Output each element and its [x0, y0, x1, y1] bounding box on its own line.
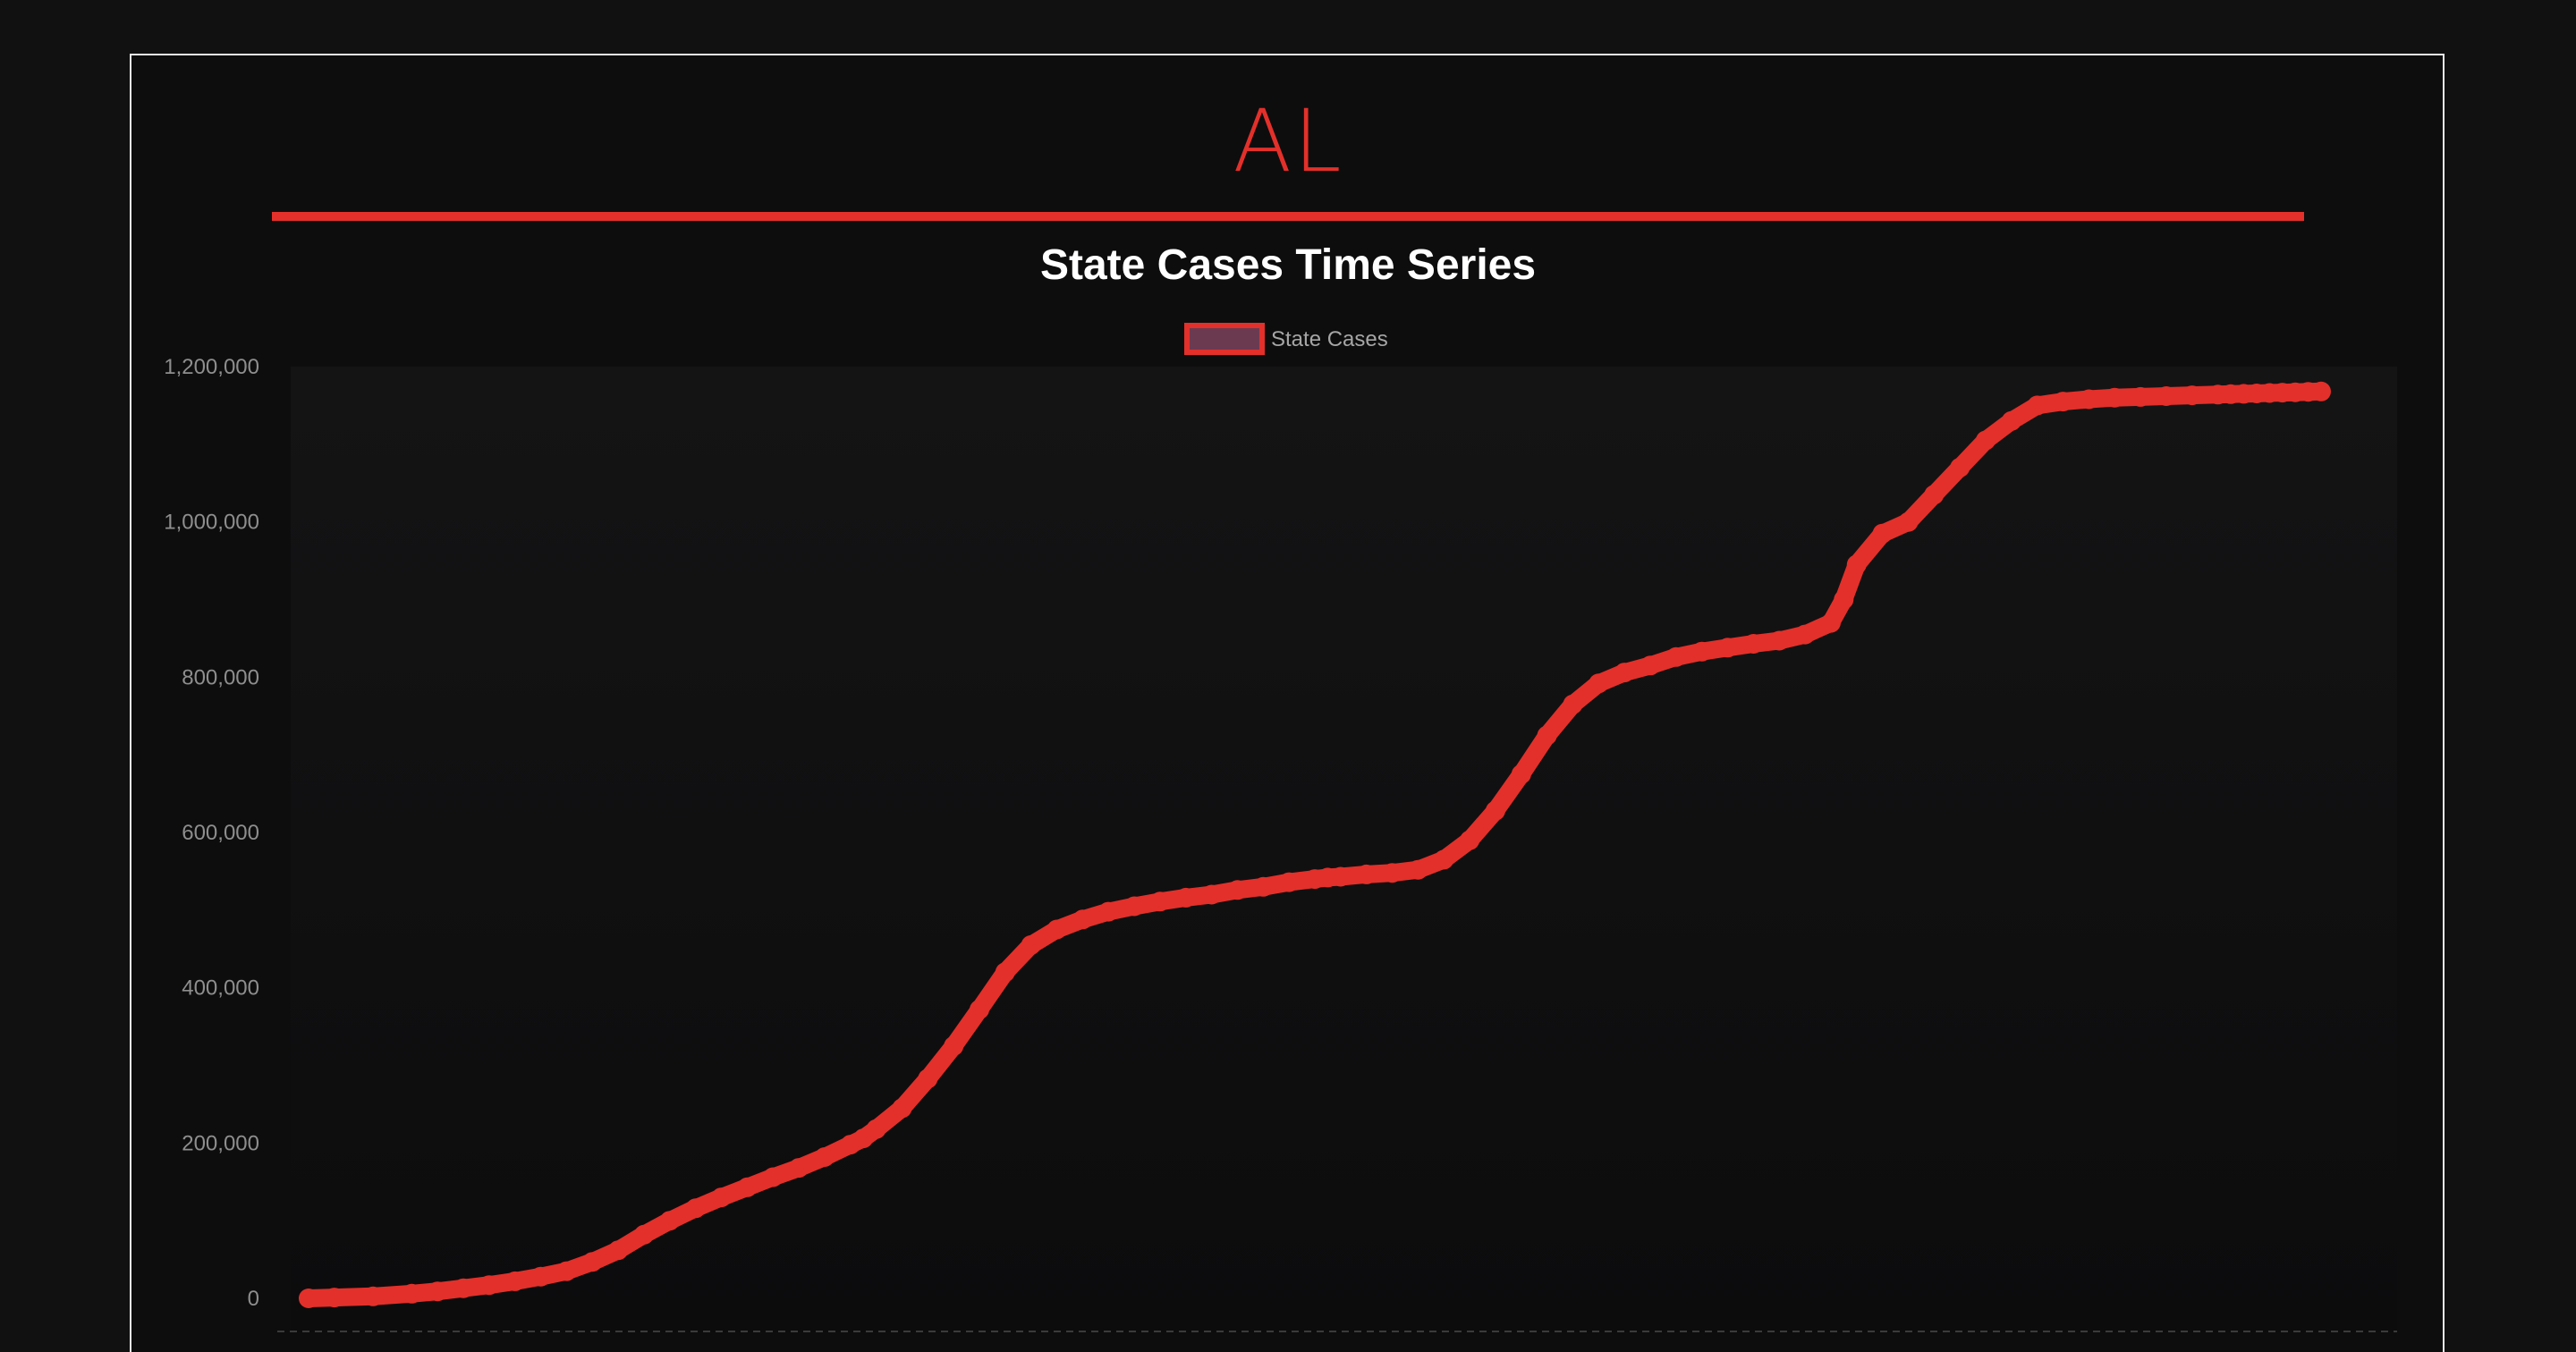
- data-point[interactable]: [1717, 638, 1738, 658]
- legend[interactable]: State Cases: [1184, 323, 1388, 355]
- data-point[interactable]: [1820, 613, 1841, 633]
- data-point[interactable]: [1640, 655, 1660, 676]
- data-point[interactable]: [1227, 880, 1248, 900]
- data-point[interactable]: [1743, 634, 1764, 654]
- y-tick-label: 200,000: [182, 1131, 259, 1155]
- data-point[interactable]: [763, 1167, 784, 1187]
- data-point[interactable]: [530, 1266, 551, 1287]
- data-point[interactable]: [479, 1275, 499, 1296]
- data-point[interactable]: [2079, 389, 2099, 410]
- data-point[interactable]: [1330, 866, 1351, 887]
- data-point[interactable]: [1769, 630, 1790, 651]
- data-point[interactable]: [1460, 830, 1480, 850]
- data-point[interactable]: [789, 1158, 809, 1179]
- data-point[interactable]: [1356, 864, 1377, 884]
- data-point[interactable]: [1950, 457, 1970, 477]
- data-point[interactable]: [866, 1119, 886, 1139]
- data-point[interactable]: [1691, 641, 1712, 662]
- data-point[interactable]: [2131, 386, 2151, 407]
- data-point[interactable]: [1511, 764, 1531, 784]
- data-point[interactable]: [1201, 884, 1222, 905]
- data-point[interactable]: [1846, 554, 1867, 575]
- y-tick-label: 600,000: [182, 821, 259, 845]
- data-point[interactable]: [737, 1177, 758, 1197]
- data-point[interactable]: [634, 1224, 654, 1245]
- data-point[interactable]: [2105, 387, 2125, 408]
- data-point[interactable]: [1046, 919, 1067, 940]
- data-point[interactable]: [608, 1240, 629, 1261]
- data-point[interactable]: [1253, 876, 1274, 897]
- data-point[interactable]: [556, 1261, 577, 1281]
- data-point[interactable]: [1124, 896, 1145, 917]
- chart-title: State Cases Time Series: [1040, 241, 1536, 289]
- data-point[interactable]: [1589, 673, 1609, 694]
- data-point[interactable]: [402, 1283, 422, 1304]
- data-point[interactable]: [685, 1198, 706, 1219]
- data-point[interactable]: [2001, 410, 2021, 431]
- y-tick-label: 1,200,000: [164, 355, 259, 379]
- data-point[interactable]: [1665, 646, 1686, 667]
- data-point[interactable]: [324, 1288, 344, 1308]
- data-point[interactable]: [711, 1187, 732, 1208]
- data-point[interactable]: [892, 1098, 912, 1119]
- data-point[interactable]: [918, 1069, 938, 1089]
- plot-area: [291, 367, 2397, 1332]
- data-point[interactable]: [659, 1211, 680, 1231]
- data-point[interactable]: [453, 1278, 474, 1298]
- state-title: AL: [1233, 91, 1343, 191]
- data-point[interactable]: [970, 1000, 989, 1019]
- data-point[interactable]: [1072, 909, 1093, 930]
- data-point[interactable]: [1382, 863, 1402, 883]
- data-point[interactable]: [1872, 523, 1893, 544]
- data-point[interactable]: [2182, 385, 2202, 406]
- legend-swatch[interactable]: [1184, 323, 1265, 355]
- data-point[interactable]: [1834, 589, 1854, 610]
- data-point[interactable]: [1408, 859, 1428, 880]
- data-point[interactable]: [428, 1281, 448, 1302]
- y-axis: 0 200,000 400,000 600,000 800,000 1,000,000 1,…: [164, 355, 259, 1311]
- data-point[interactable]: [1898, 511, 1919, 532]
- data-point[interactable]: [2027, 395, 2047, 416]
- data-point[interactable]: [1175, 887, 1196, 908]
- data-point[interactable]: [2311, 381, 2331, 401]
- data-point[interactable]: [944, 1035, 964, 1056]
- data-point[interactable]: [1279, 872, 1300, 892]
- data-point[interactable]: [995, 962, 1015, 983]
- y-tick-label: 0: [248, 1287, 259, 1311]
- data-point[interactable]: [1434, 849, 1454, 870]
- data-point[interactable]: [1924, 485, 1945, 505]
- data-point[interactable]: [1563, 694, 1583, 714]
- data-point[interactable]: [1537, 725, 1557, 746]
- data-point[interactable]: [2053, 392, 2073, 412]
- y-tick-label: 400,000: [182, 976, 259, 1001]
- data-point[interactable]: [1098, 901, 1119, 922]
- data-point[interactable]: [1795, 624, 1816, 645]
- data-point[interactable]: [1614, 663, 1635, 683]
- y-tick-label: 1,000,000: [164, 511, 259, 535]
- data-point[interactable]: [299, 1289, 318, 1308]
- data-point[interactable]: [1021, 934, 1041, 955]
- data-point[interactable]: [1976, 430, 1996, 451]
- data-point[interactable]: [504, 1271, 525, 1291]
- data-point[interactable]: [363, 1286, 384, 1306]
- data-point[interactable]: [1485, 800, 1505, 821]
- title-underline: [272, 212, 2304, 221]
- data-point[interactable]: [2156, 386, 2176, 406]
- y-tick-label: 800,000: [182, 665, 259, 689]
- data-point[interactable]: [814, 1147, 835, 1167]
- legend-label[interactable]: State Cases: [1271, 327, 1388, 351]
- series-layer: [299, 381, 2331, 1308]
- data-point[interactable]: [1149, 891, 1170, 912]
- data-point[interactable]: [582, 1252, 603, 1272]
